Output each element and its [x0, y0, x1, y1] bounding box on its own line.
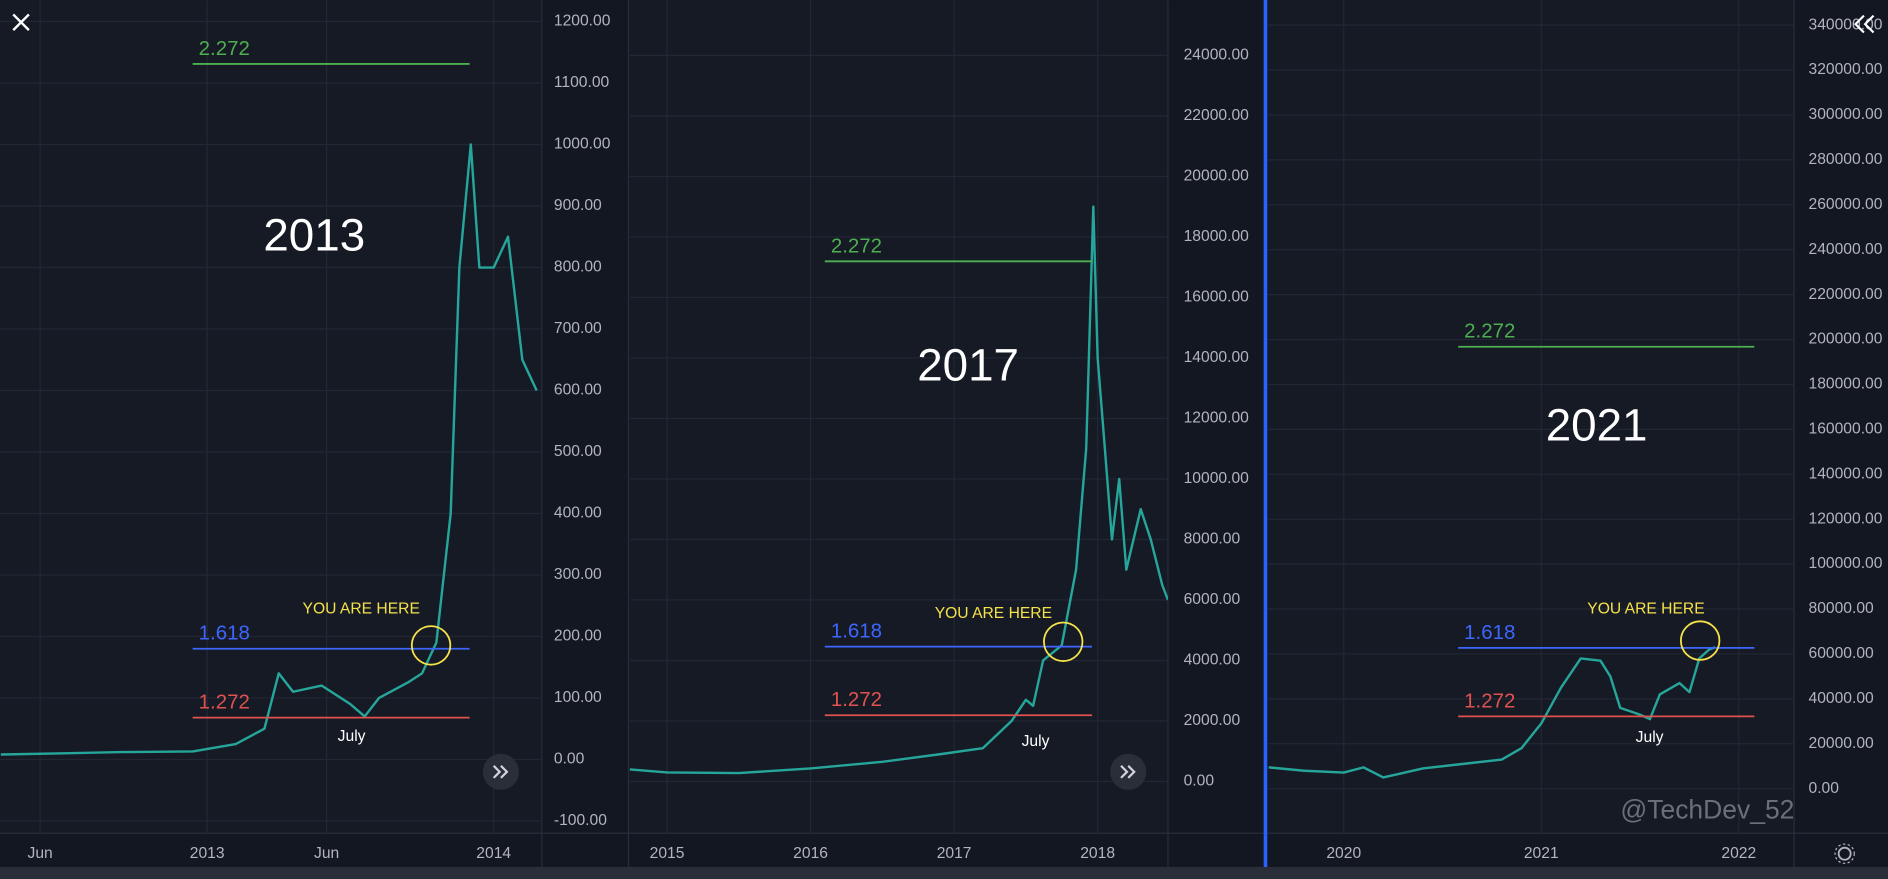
y-tick-label: 260000.00 [1809, 196, 1883, 213]
marker-text: YOU ARE HERE [303, 600, 420, 617]
y-tick-label: 300.00 [554, 566, 602, 583]
fib-label: 2.272 [1464, 320, 1515, 343]
y-tick-label: -100.00 [554, 812, 607, 829]
y-tick-label: 22000.00 [1184, 107, 1250, 124]
y-tick-label: 0.00 [1184, 773, 1215, 790]
fib-label: 1.272 [831, 688, 882, 711]
watermark: @TechDev_52 [1620, 795, 1794, 825]
year-label: 2021 [1546, 400, 1648, 451]
y-tick-label: 20000.00 [1184, 168, 1250, 185]
fib-label: 1.272 [199, 691, 250, 714]
y-tick-label: 80000.00 [1809, 600, 1875, 617]
y-tick-label: 300000.00 [1809, 106, 1883, 123]
marker-text: YOU ARE HERE [935, 605, 1052, 622]
settings-button[interactable] [1834, 843, 1855, 864]
panel-bg [1267, 0, 1795, 834]
y-tick-label: 60000.00 [1809, 645, 1875, 662]
fib-label: 1.618 [1464, 621, 1515, 644]
highlight-circle [410, 625, 452, 666]
panel [629, 0, 1168, 834]
y-tick-label: 500.00 [554, 443, 602, 460]
y-tick-label: 0.00 [554, 751, 585, 768]
x-tick-label: 2015 [650, 845, 685, 862]
month-label: July [338, 728, 366, 745]
chart-layer: -100.00 0.00 100.00 200.00 300.00 400.00 500.0… [0, 0, 1883, 862]
y-tick-label: 120000.00 [1809, 510, 1883, 527]
x-tick-label: 2013 [190, 845, 225, 862]
month-label: July [1022, 733, 1050, 750]
x-tick-label: Jun [314, 845, 339, 862]
y-tick-label: 240000.00 [1809, 241, 1883, 258]
y-tick-label: 20000.00 [1809, 735, 1875, 752]
x-tick-label: 2017 [937, 845, 972, 862]
y-tick-label: 400.00 [554, 505, 602, 522]
y-tick-label: 200000.00 [1809, 331, 1883, 348]
y-tick-label: 2000.00 [1184, 712, 1241, 729]
scroll-button[interactable] [482, 753, 519, 790]
y-tick-label: 16000.00 [1184, 289, 1250, 306]
y-tick-label: 140000.00 [1809, 465, 1883, 482]
y-tick-label: 340000.00 [1809, 16, 1883, 33]
x-tick-label: 2022 [1721, 845, 1756, 862]
close-button[interactable] [12, 13, 30, 31]
x-tick-label: 2014 [476, 845, 511, 862]
price-line [1268, 646, 1716, 779]
panel-bg [629, 0, 1168, 834]
scroll-button[interactable] [1110, 753, 1147, 790]
panel [1267, 0, 1795, 834]
collapse-button[interactable] [1853, 14, 1875, 34]
y-tick-label: 14000.00 [1184, 349, 1250, 366]
y-tick-label: 4000.00 [1184, 652, 1241, 669]
price-line [629, 205, 1168, 775]
y-tick-label: 8000.00 [1184, 531, 1241, 548]
y-tick-label: 700.00 [554, 320, 602, 337]
panel [0, 0, 542, 834]
y-tick-label: 600.00 [554, 382, 602, 399]
y-tick-label: 200.00 [554, 628, 602, 645]
y-tick-label: 6000.00 [1184, 591, 1241, 608]
y-tick-label: 1100.00 [554, 74, 610, 91]
y-tick-label: 160000.00 [1809, 421, 1883, 438]
marker-text: YOU ARE HERE [1587, 600, 1704, 617]
x-tick-label: 2020 [1326, 845, 1361, 862]
fib-label: 1.618 [199, 622, 250, 645]
y-tick-label: 180000.00 [1809, 376, 1883, 393]
x-tick-label: 2016 [793, 845, 828, 862]
y-tick-label: 0.00 [1809, 780, 1840, 797]
panel-bg [0, 0, 542, 834]
year-label: 2017 [917, 340, 1019, 391]
y-tick-label: 800.00 [554, 259, 602, 276]
fib-label: 1.618 [831, 620, 882, 643]
y-tick-label: 100.00 [554, 689, 602, 706]
fib-label: 1.272 [1464, 689, 1515, 712]
y-tick-label: 280000.00 [1809, 151, 1883, 168]
month-label: July [1636, 729, 1664, 746]
highlight-circle [1679, 620, 1721, 661]
y-tick-label: 12000.00 [1184, 410, 1250, 427]
y-tick-label: 900.00 [554, 197, 602, 214]
x-tick-label: 2018 [1080, 845, 1115, 862]
scrollbar[interactable] [0, 866, 1888, 879]
x-tick-label: Jun [28, 845, 53, 862]
y-tick-label: 220000.00 [1809, 286, 1883, 303]
y-tick-label: 320000.00 [1809, 61, 1883, 78]
fib-label: 2.272 [831, 234, 882, 257]
y-tick-label: 40000.00 [1809, 690, 1875, 707]
y-tick-label: 18000.00 [1184, 228, 1250, 245]
x-tick-label: 2021 [1524, 845, 1559, 862]
year-label: 2013 [263, 209, 365, 260]
y-tick-label: 24000.00 [1184, 47, 1250, 64]
highlight-circle [1043, 621, 1084, 662]
y-tick-label: 100000.00 [1809, 555, 1883, 572]
y-tick-label: 1200.00 [554, 13, 611, 30]
y-tick-label: 10000.00 [1184, 470, 1250, 487]
y-tick-label: 1000.00 [554, 136, 611, 153]
price-line [0, 143, 538, 756]
fib-label: 2.272 [199, 37, 250, 60]
